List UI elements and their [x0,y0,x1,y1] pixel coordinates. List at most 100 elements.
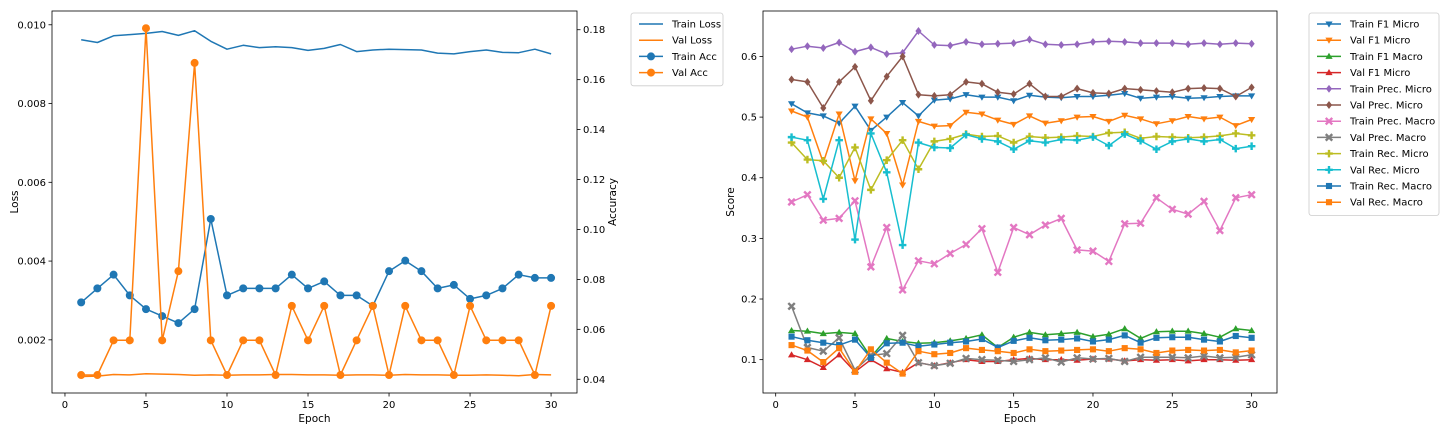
data-point [1153,334,1160,341]
data-point [1105,348,1112,355]
data-point [851,329,859,337]
data-point [1057,118,1065,125]
data-point [1232,39,1239,48]
data-point [788,342,795,349]
data-point [882,223,891,232]
data-point [271,371,280,380]
series-line [791,131,1252,191]
data-point [961,240,971,249]
x-tick-label: 10 [928,400,941,411]
data-point [1184,95,1192,102]
data-point [820,104,827,112]
y2-tick-label: 0.04 [583,375,605,386]
y-tick-label: 0.004 [17,257,46,268]
data-point [961,354,971,363]
data-point [93,371,102,380]
data-point [931,91,938,100]
data-point [867,116,875,123]
data-point [1168,353,1177,362]
data-point [788,333,795,340]
data-point [1025,230,1034,239]
legend-label: Val F1 Micro [1350,36,1410,47]
data-point [977,224,987,233]
data-point [1216,40,1223,49]
data-point [1042,40,1049,49]
data-point [978,346,985,354]
data-point [1153,349,1160,357]
y-axis-label: Loss [9,190,21,213]
data-point [417,267,426,276]
data-point [1089,338,1097,345]
series-line [791,92,1252,132]
legend-label: Val Rec. Micro [1350,165,1420,176]
legend-marker [647,68,656,77]
data-point [530,273,539,282]
data-point [1232,349,1239,356]
data-point [1153,39,1160,48]
data-point [978,135,986,143]
data-point [1121,345,1128,352]
data-point [1057,329,1065,337]
data-point [1137,346,1144,353]
data-point [466,294,475,303]
data-point [883,50,890,59]
data-point [883,334,891,341]
series-train-prec-macro [787,190,1256,295]
series-line [80,218,552,324]
data-point [222,371,231,380]
series-line [791,55,1252,109]
data-point [514,270,523,279]
y-tick-label: 0.4 [741,173,757,184]
data-point [946,144,954,152]
data-point [385,267,394,276]
data-point [1074,40,1081,49]
data-point [993,268,1002,277]
y2-tick-label: 0.12 [583,175,605,186]
data-point [1010,39,1017,48]
data-point [835,333,844,342]
x-tick-label: 0 [773,400,779,411]
x-tick-label: 5 [852,400,858,411]
data-point [978,40,985,49]
data-point [1025,328,1034,335]
data-point [1232,123,1240,130]
legend-label: Val Loss [672,36,712,47]
data-point [1152,145,1161,154]
legend-label: Train F1 Macro [1349,52,1423,63]
legend-marker [1325,166,1333,174]
legend-label: Train Prec. Micro [1349,84,1432,95]
series-line [791,132,1252,246]
data-point [1058,347,1065,354]
legend-marker [1325,182,1333,190]
data-point [222,291,231,300]
data-point [1232,356,1240,363]
data-point [287,270,296,279]
data-point [804,337,811,344]
data-point [851,368,859,375]
data-point [1152,132,1161,141]
data-point [1073,93,1081,101]
data-point [851,103,859,110]
data-point [963,37,970,46]
data-point [993,356,1002,365]
data-point [898,136,907,144]
data-point [898,331,907,340]
data-point [899,182,907,189]
y2-tick-label: 0.06 [583,325,605,336]
data-point [788,75,795,84]
data-point [867,96,874,105]
data-point [1105,118,1113,125]
x-axis-label: Epoch [298,413,330,425]
data-point [1248,39,1255,48]
data-point [109,270,118,279]
data-point [1136,219,1145,228]
data-point [466,301,475,310]
data-point [1104,257,1113,266]
plot-frame [762,10,1278,394]
data-point [930,259,939,268]
data-point [514,336,523,345]
data-point [994,137,1002,146]
data-point [930,361,939,370]
chart-1: 0 5 10 15 20 25 30 0.002 0.004 0.006 0.008 0.010 0.0… [9,10,724,425]
data-point [1089,113,1097,121]
